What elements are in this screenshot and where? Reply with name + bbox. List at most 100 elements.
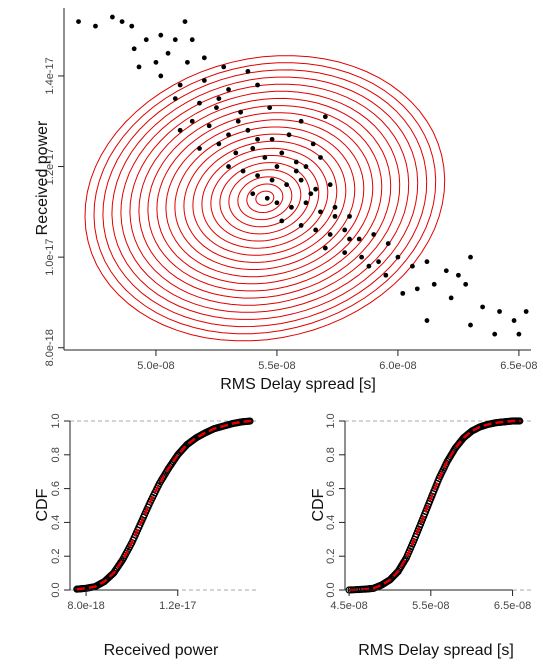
scatter-point bbox=[206, 123, 212, 129]
scatter-point bbox=[443, 268, 449, 274]
scatter-point bbox=[182, 19, 188, 24]
scatter-point bbox=[313, 186, 319, 192]
cdf-power-y-axis-label: CDF bbox=[34, 488, 51, 521]
scatter-point bbox=[250, 146, 256, 151]
scatter-y-tick-label: 8.0e-18 bbox=[44, 329, 56, 366]
scatter-point bbox=[131, 46, 137, 52]
scatter-point bbox=[322, 245, 328, 251]
scatter-point bbox=[327, 182, 333, 188]
scatter-point bbox=[492, 331, 498, 337]
scatter-point bbox=[201, 55, 207, 61]
cdf-power-empirical-point bbox=[117, 557, 126, 565]
scatter-point bbox=[516, 331, 522, 337]
cdf-delay-x-tick-label: 4.5e-08 bbox=[330, 600, 367, 612]
scatter-point bbox=[143, 37, 149, 43]
scatter-point bbox=[322, 114, 328, 120]
scatter-panel: 8.0e-18 1.0e-17 1.2e-17 1.4e-17 5.0e-08 5.5e-… bbox=[34, 8, 538, 393]
cdf-power-fitted-line bbox=[76, 419, 252, 591]
scatter-point bbox=[332, 204, 338, 210]
cdf-power-axes: 0.0 0.2 0.4 0.6 0.8 1.0 8.0e-18 1.2e-17 bbox=[50, 413, 196, 612]
scatter-point bbox=[424, 259, 430, 265]
cdf-power-x-tick-label: 8.0e-18 bbox=[67, 600, 104, 612]
scatter-x-tick-label: 6.5e-08 bbox=[500, 360, 537, 372]
cdf-delay-y-tick-label: 0.4 bbox=[325, 515, 337, 530]
scatter-point bbox=[347, 213, 352, 219]
scatter-point bbox=[480, 304, 486, 310]
scatter-point bbox=[136, 64, 142, 70]
scatter-point bbox=[383, 272, 389, 278]
scatter-point bbox=[293, 168, 299, 174]
scatter-point bbox=[284, 182, 290, 188]
contour-line bbox=[228, 169, 302, 228]
scatter-point bbox=[245, 69, 251, 74]
scatter-point bbox=[221, 64, 227, 70]
cdf-delay-y-tick-label: 0.6 bbox=[325, 481, 337, 496]
scatter-point bbox=[376, 259, 381, 265]
scatter-y-tick-label: 1.4e-17 bbox=[44, 57, 56, 94]
scatter-point bbox=[255, 173, 260, 179]
scatter-point bbox=[153, 59, 159, 65]
scatter-point bbox=[238, 109, 244, 115]
scatter-point bbox=[318, 209, 323, 215]
scatter-point bbox=[185, 59, 190, 65]
scatter-point bbox=[226, 87, 231, 92]
contour-line bbox=[111, 76, 419, 320]
scatter-y-axis-label: Received power bbox=[34, 120, 51, 235]
contour-line bbox=[102, 69, 428, 328]
scatter-point bbox=[400, 290, 406, 296]
scatter-point bbox=[293, 159, 299, 165]
scatter-point bbox=[189, 37, 195, 43]
scatter-point bbox=[310, 141, 316, 147]
contour-line bbox=[138, 97, 392, 299]
contour-line bbox=[174, 126, 356, 270]
scatter-point bbox=[385, 241, 391, 246]
cdf-power-y-tick-label: 0.4 bbox=[50, 515, 62, 530]
scatter-point bbox=[262, 155, 268, 160]
scatter-point bbox=[356, 236, 362, 242]
scatter-point bbox=[523, 309, 529, 314]
contour-line bbox=[201, 147, 329, 249]
contour-line bbox=[237, 176, 293, 221]
scatter-point bbox=[303, 164, 309, 169]
scatter-x-tick-label: 6.0e-08 bbox=[379, 360, 416, 372]
scatter-point bbox=[308, 191, 314, 197]
contour-line bbox=[183, 133, 347, 263]
scatter-point bbox=[93, 23, 98, 29]
cdf-power-y-tick-label: 1.0 bbox=[50, 413, 62, 428]
scatter-point bbox=[395, 254, 401, 260]
scatter-point bbox=[289, 204, 294, 210]
scatter-x-tick-label: 5.5e-08 bbox=[258, 360, 295, 372]
scatter-point bbox=[279, 150, 285, 156]
cdf-delay-y-tick-label: 0.8 bbox=[325, 447, 337, 462]
scatter-point bbox=[366, 263, 372, 269]
scatter-point bbox=[414, 286, 420, 292]
scatter-point bbox=[158, 32, 164, 38]
scatter-point bbox=[274, 200, 280, 206]
cdf-power-empirical-points bbox=[73, 417, 254, 593]
scatter-x-axis-label: RMS Delay spread [s] bbox=[220, 376, 376, 393]
scatter-point bbox=[269, 177, 275, 183]
scatter-point bbox=[274, 164, 280, 169]
scatter-point bbox=[216, 96, 222, 101]
cdf-power-x-tick-label: 1.2e-17 bbox=[159, 600, 196, 612]
scatter-point bbox=[267, 105, 273, 111]
scatter-point bbox=[172, 37, 178, 43]
cdf-delay-fitted-line bbox=[349, 419, 521, 592]
scatter-point bbox=[318, 155, 323, 160]
scatter-point bbox=[342, 250, 348, 256]
scatter-point bbox=[448, 295, 454, 301]
cdf-delay-x-axis-label: RMS Delay spread [s] bbox=[358, 642, 514, 659]
scatter-point bbox=[240, 168, 246, 174]
scatter-point bbox=[250, 191, 256, 197]
scatter-point bbox=[303, 200, 309, 206]
scatter-point bbox=[216, 141, 222, 147]
cdf-delay-y-tick-label: 1.0 bbox=[325, 413, 337, 428]
contour-line bbox=[156, 112, 374, 285]
scatter-point bbox=[456, 272, 461, 278]
scatter-point bbox=[371, 232, 377, 237]
scatter-point bbox=[264, 195, 270, 201]
scatter-points bbox=[76, 14, 529, 337]
scatter-point bbox=[119, 19, 125, 24]
scatter-point bbox=[189, 118, 195, 124]
scatter-point bbox=[255, 136, 260, 142]
